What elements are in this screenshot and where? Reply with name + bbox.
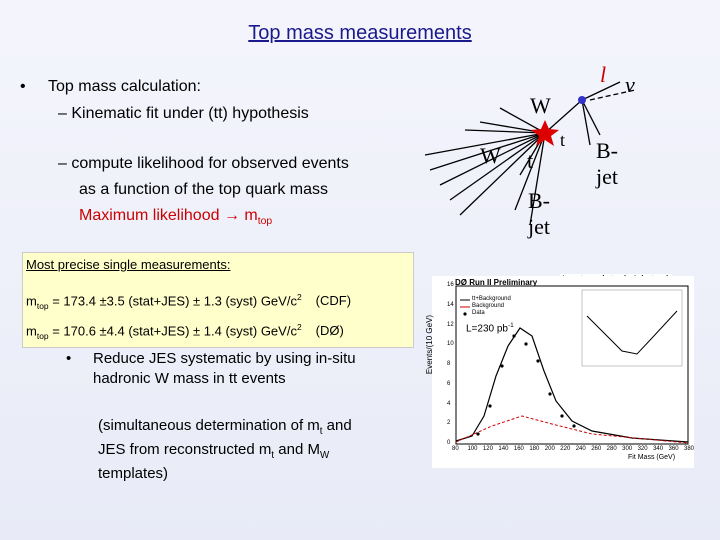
- x-tick-label: 300: [622, 446, 633, 452]
- bullet: •: [20, 78, 26, 95]
- sup: 2: [296, 292, 302, 302]
- lumi: L=230 pb-1: [466, 322, 514, 334]
- legend: Data: [472, 310, 485, 316]
- text: = 173.4 ±3.5 (stat+JES) ± 1.3 (syst) GeV…: [48, 293, 297, 309]
- text: Reduce JES systematic by using in-situ: [93, 350, 356, 367]
- max-likelihood: Maximum likelihood → mtop: [79, 207, 272, 227]
- text: JES from reconstructed m: [98, 441, 272, 458]
- y-label: Events/(10 GeV): [425, 314, 435, 375]
- label: jet: [596, 164, 618, 189]
- y-tick-label: 14: [447, 301, 454, 308]
- box-heading: Most precise single measurements:: [26, 257, 231, 272]
- text: Maximum likelihood → m: [79, 207, 258, 224]
- x-tick-label: 340: [653, 446, 664, 452]
- plot: [432, 276, 694, 468]
- sup: -1: [508, 322, 514, 329]
- sub: t: [271, 450, 275, 461]
- text: compute likelihood for observed events: [71, 155, 349, 172]
- sub: t: [319, 426, 323, 437]
- text: = 170.6 ±4.4 (stat+JES) ± 1.4 (syst) GeV…: [48, 323, 297, 339]
- text: (simultaneous determination of m: [98, 417, 320, 434]
- x-tick-label: 280: [606, 446, 617, 452]
- measurement-box: [22, 252, 414, 348]
- sup: 2: [296, 322, 302, 332]
- sub: top: [257, 216, 273, 228]
- vertex-star: [531, 120, 559, 146]
- text: templates): [98, 465, 169, 482]
- m: m: [26, 323, 37, 339]
- x-tick-label: 200: [544, 446, 555, 452]
- label: t: [560, 130, 566, 150]
- y-tick-label: 12: [447, 321, 454, 328]
- y-tick-label: 6: [447, 380, 451, 387]
- x-label: Fit Mass (GeV): [628, 454, 676, 461]
- sub-bullet: – Kinematic fit under (tt) hypothesis: [58, 105, 309, 122]
- sub: W: [319, 450, 330, 461]
- diagram: [424, 81, 636, 226]
- bullet-text: Top mass calculation:: [48, 78, 201, 95]
- bullet: •: [66, 350, 72, 367]
- x-tick-label: 380: [684, 446, 695, 452]
- w-vertex: [578, 96, 586, 104]
- x-tick-label: 360: [668, 446, 679, 452]
- y-tick-label: 2: [447, 420, 451, 427]
- sub: top: [36, 330, 49, 341]
- label: ν: [625, 72, 635, 97]
- text: and M: [274, 441, 320, 458]
- x-tick-label: 140: [498, 446, 509, 452]
- text: and: [322, 417, 352, 434]
- x-tick-label: 180: [529, 446, 540, 452]
- label: W: [530, 93, 551, 118]
- text: hadronic W mass in tt events: [93, 370, 286, 387]
- sub: top: [36, 300, 49, 311]
- text: as a function of the top quark mass: [79, 181, 329, 198]
- measurement: mtop = 170.6 ±4.4 (stat+JES) ± 1.4 (syst…: [26, 322, 344, 341]
- plot-title: DØ Run II Preliminary: [455, 278, 538, 287]
- label: t: [527, 148, 534, 173]
- x-tick-label: 160: [513, 446, 524, 452]
- label: l: [600, 62, 607, 87]
- m: m: [26, 293, 37, 309]
- label: B-: [596, 138, 618, 163]
- sub-bullet: – compute likelihood for observed events: [58, 155, 349, 172]
- y-tick-label: 16: [447, 282, 454, 288]
- text: JES from reconstructed mt and MW: [98, 441, 329, 461]
- measurement: mtop = 173.4 ±3.5 (stat+JES) ± 1.3 (syst…: [26, 292, 351, 311]
- x-tick-label: 320: [637, 446, 648, 452]
- legend: Background: [472, 303, 505, 309]
- y-tick-label: 0: [447, 440, 451, 446]
- x-tick-label: 100: [467, 446, 478, 452]
- y-tick-label: 8: [447, 361, 451, 367]
- label: jet: [528, 214, 550, 239]
- legend: tt+Background: [472, 296, 511, 302]
- text: L=230 pb: [466, 323, 508, 335]
- text: (simultaneous determination of mt and: [98, 417, 352, 437]
- x-tick-label: 260: [591, 446, 602, 452]
- y-tick-label: 10: [447, 341, 454, 348]
- x-tick-label: 220: [560, 446, 571, 452]
- title: Top mass measurements: [248, 22, 472, 44]
- label: W: [480, 143, 501, 168]
- exp: (CDF): [315, 293, 352, 309]
- x-tick-label: 80: [452, 446, 459, 452]
- y-tick-label: 4: [447, 400, 451, 407]
- label: B-: [528, 188, 550, 213]
- text: Kinematic fit under (tt) hypothesis: [71, 105, 309, 122]
- x-tick-label: 240: [575, 446, 586, 452]
- x-tick-label: 120: [482, 446, 493, 452]
- exp: (DØ): [315, 323, 344, 339]
